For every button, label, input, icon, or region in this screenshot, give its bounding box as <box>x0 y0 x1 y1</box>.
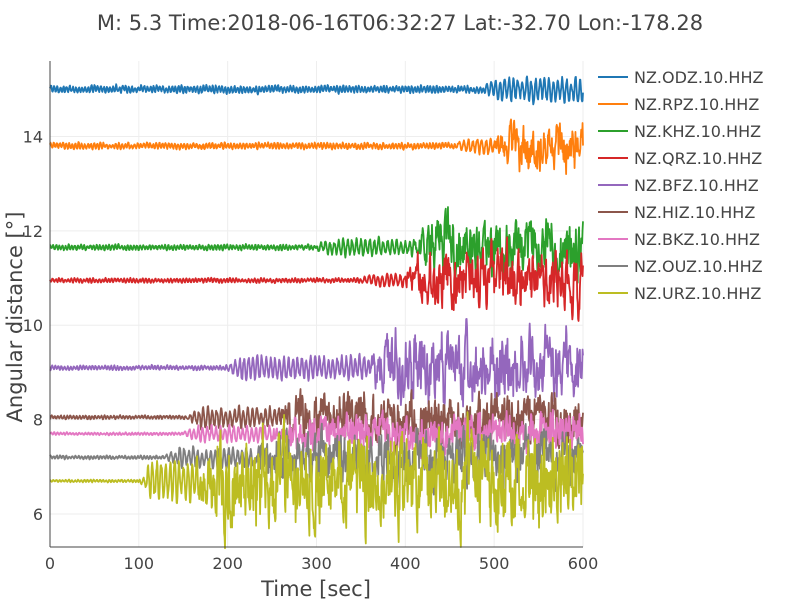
legend-label: NZ.BKZ.10.HHZ <box>634 230 760 249</box>
legend-item-nz-urz-10-hhz: NZ.URZ.10.HHZ <box>598 284 761 303</box>
y-tick-label: 14 <box>23 127 43 146</box>
legend-label: NZ.URZ.10.HHZ <box>634 284 761 303</box>
x-tick-label: 100 <box>124 554 155 573</box>
trace-nz-ouz-10-hhz <box>49 422 584 496</box>
trace-nz-qrz-10-hhz <box>49 236 584 322</box>
legend-item-nz-bfz-10-hhz: NZ.BFZ.10.HHZ <box>598 176 759 195</box>
trace-nz-rpz-10-hhz <box>49 118 584 175</box>
trace-nz-odz-10-hhz <box>49 75 584 106</box>
legend-label: NZ.KHZ.10.HHZ <box>634 122 761 141</box>
legend-label: NZ.BFZ.10.HHZ <box>634 176 759 195</box>
legend-item-nz-ouz-10-hhz: NZ.OUZ.10.HHZ <box>598 257 763 276</box>
y-tick-label: 10 <box>23 316 43 335</box>
legend-label: NZ.RPZ.10.HHZ <box>634 95 759 114</box>
legend-label: NZ.ODZ.10.HHZ <box>634 68 763 87</box>
legend-label: NZ.OUZ.10.HHZ <box>634 257 763 276</box>
legend-item-nz-hiz-10-hhz: NZ.HIZ.10.HHZ <box>598 203 755 222</box>
legend-item-nz-khz-10-hhz: NZ.KHZ.10.HHZ <box>598 122 761 141</box>
x-axis-label: Time [sec] <box>260 577 371 600</box>
legend-item-nz-bkz-10-hhz: NZ.BKZ.10.HHZ <box>598 230 760 249</box>
trace-nz-bfz-10-hhz <box>49 318 584 408</box>
axes: 0 100 200 300 400 500 600 6 8 10 12 14 <box>23 61 599 573</box>
legend-item-nz-odz-10-hhz: NZ.ODZ.10.HHZ <box>598 68 763 87</box>
series-traces <box>49 75 584 550</box>
y-axis-label: Angular distance [°] <box>3 212 27 423</box>
trace-nz-hiz-10-hhz <box>49 388 584 456</box>
x-tick-label: 600 <box>568 554 599 573</box>
y-tick-label: 6 <box>33 505 43 524</box>
legend-item-nz-qrz-10-hhz: NZ.QRZ.10.HHZ <box>598 149 762 168</box>
legend-label: NZ.HIZ.10.HHZ <box>634 203 755 222</box>
chart-title: M: 5.3 Time:2018-06-16T06:32:27 Lat:-32.… <box>97 11 703 35</box>
x-tick-label: 400 <box>390 554 421 573</box>
x-tick-label: 300 <box>301 554 332 573</box>
x-tick-label: 200 <box>212 554 243 573</box>
trace-nz-bkz-10-hhz <box>49 408 584 460</box>
x-tick-label: 0 <box>45 554 55 573</box>
trace-nz-urz-10-hhz <box>49 411 584 550</box>
y-tick-label: 8 <box>33 411 43 430</box>
legend: NZ.ODZ.10.HHZ NZ.RPZ.10.HHZ NZ.KHZ.10.HHZ N… <box>598 68 763 303</box>
x-tick-label: 500 <box>479 554 510 573</box>
legend-label: NZ.QRZ.10.HHZ <box>634 149 762 168</box>
y-tick-label: 12 <box>23 222 43 241</box>
legend-item-nz-rpz-10-hhz: NZ.RPZ.10.HHZ <box>598 95 759 114</box>
